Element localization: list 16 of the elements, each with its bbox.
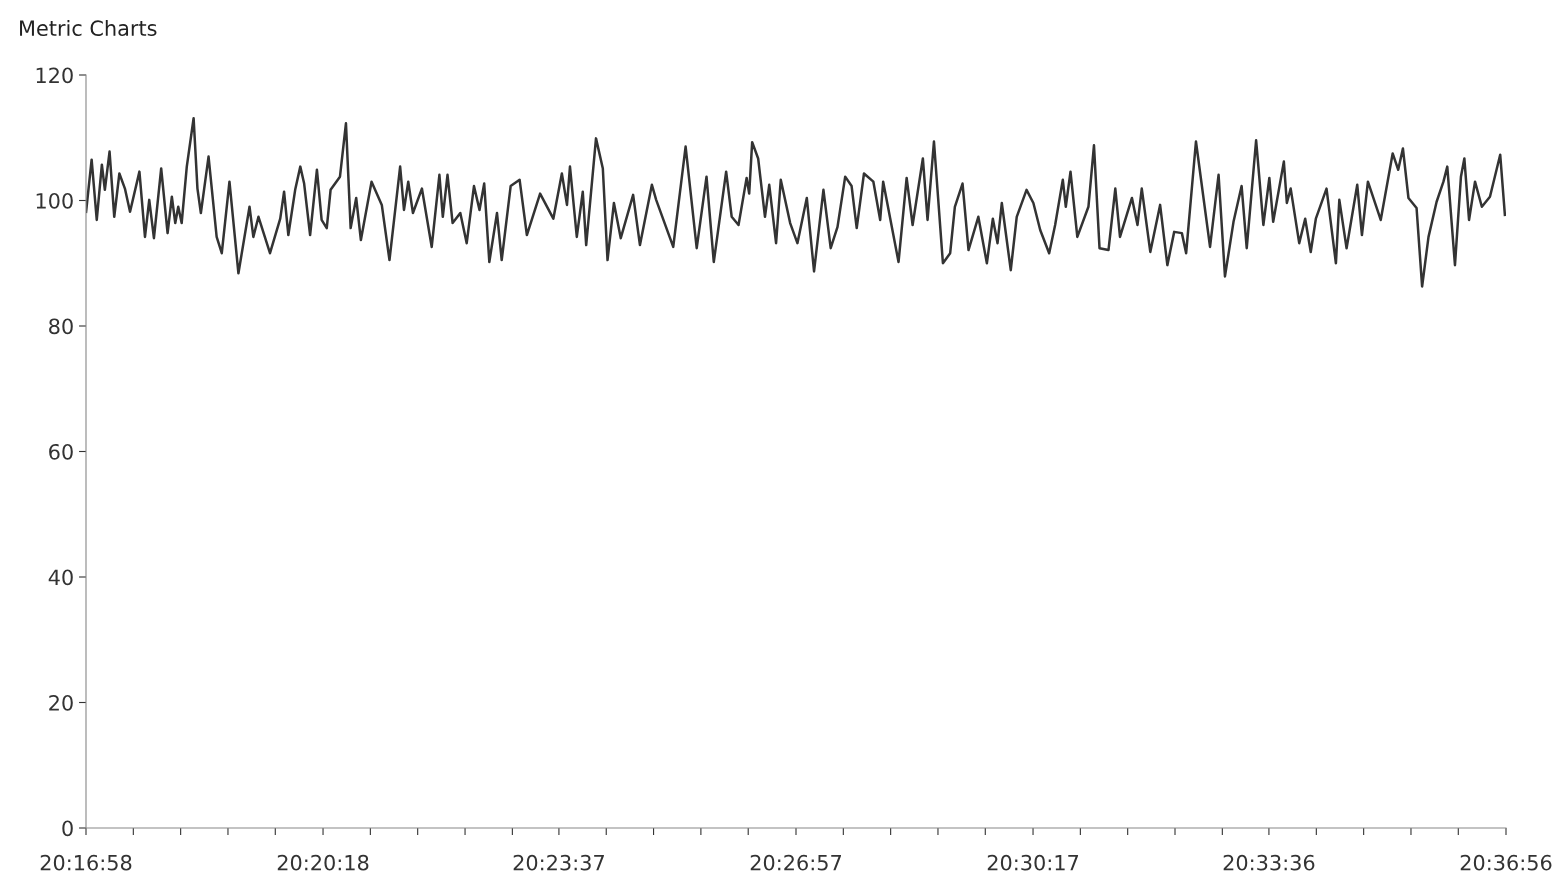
y-tick-label: 40 <box>48 569 73 586</box>
y-tick-label: 120 <box>36 67 73 84</box>
y-tick-label: 20 <box>49 694 73 711</box>
y-tick-label: 100 <box>36 192 73 209</box>
chart-title: Metric Charts <box>20 19 157 37</box>
x-tick-label: 20:23:37 <box>513 854 604 871</box>
x-tick-label: 20:36:56 <box>1460 854 1552 871</box>
line-series <box>86 117 1506 288</box>
x-tick-label: 20:16:58 <box>40 854 132 871</box>
y-tick-label: 0 <box>62 820 73 837</box>
y-tick-label: 60 <box>49 443 73 460</box>
y-tick-label: 80 <box>49 318 73 335</box>
x-tick-label: 20:20:18 <box>277 854 369 871</box>
x-tick-label: 20:33:36 <box>1223 854 1315 871</box>
x-tick-label: 20:26:57 <box>750 854 841 871</box>
x-tick-label: 20:30:17 <box>987 854 1079 871</box>
